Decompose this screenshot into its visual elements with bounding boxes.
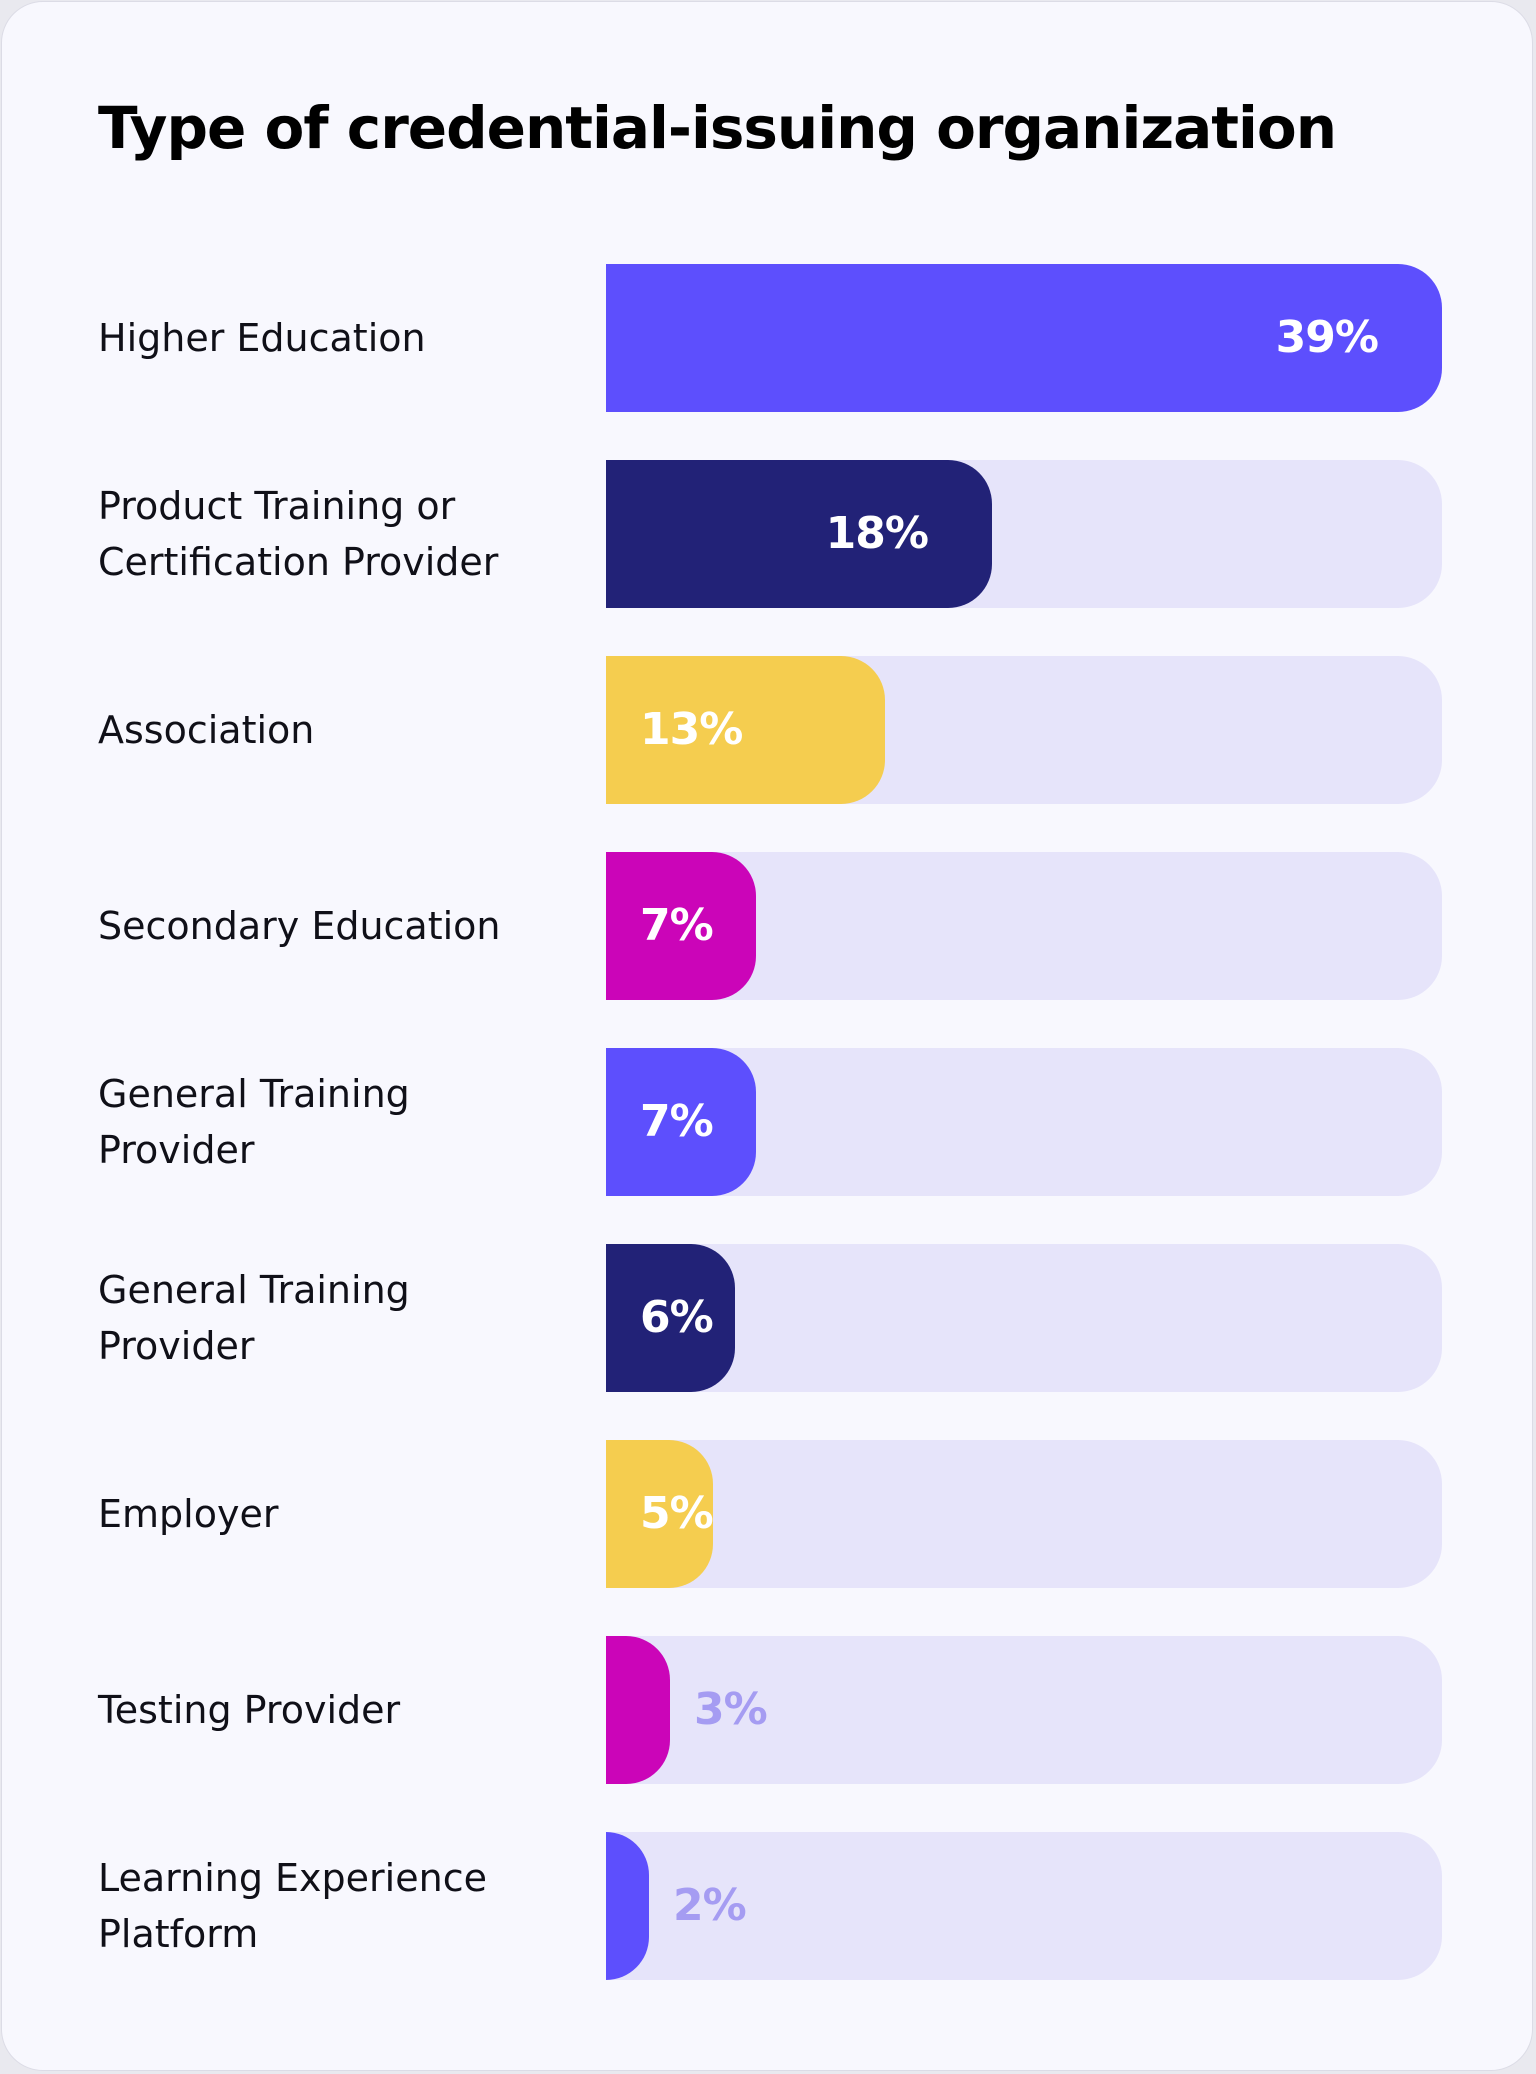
bar-row: Employer 5% bbox=[98, 1440, 1442, 1588]
bar bbox=[606, 1636, 670, 1784]
bar-track: 39% bbox=[606, 264, 1442, 412]
value-label: 7% bbox=[640, 900, 714, 951]
category-label: Secondary Education bbox=[98, 904, 501, 948]
value-label: 7% bbox=[640, 1096, 714, 1147]
value-label: 5% bbox=[640, 1488, 714, 1539]
value-label: 6% bbox=[640, 1292, 714, 1343]
bar-track: 5% bbox=[606, 1440, 1442, 1588]
value-label: 2% bbox=[673, 1880, 747, 1931]
category-label: Learning Experience Platform bbox=[98, 1856, 487, 1956]
value-label: 13% bbox=[640, 704, 743, 755]
category-label: Employer bbox=[98, 1492, 279, 1536]
bar-row: General Training Provider 7% bbox=[98, 1048, 1442, 1196]
bar-track: 7% bbox=[606, 1048, 1442, 1196]
bar-row: Secondary Education 7% bbox=[98, 852, 1442, 1000]
value-label: 3% bbox=[694, 1684, 768, 1735]
value-label: 39% bbox=[1275, 312, 1379, 363]
bar bbox=[606, 460, 992, 608]
bar-row: Higher Education 39% bbox=[98, 264, 1442, 412]
bar bbox=[606, 1440, 713, 1588]
bar bbox=[606, 1048, 756, 1196]
bar-track: 18% bbox=[606, 460, 1442, 608]
chart-title: Type of credential-issuing organization bbox=[98, 94, 1337, 162]
category-label: Association bbox=[98, 708, 315, 752]
bar-track: 7% bbox=[606, 852, 1442, 1000]
bar bbox=[606, 656, 885, 804]
category-label: General Training Provider bbox=[98, 1268, 410, 1368]
bar bbox=[606, 1832, 649, 1980]
category-label: Higher Education bbox=[98, 316, 426, 360]
value-label: 18% bbox=[825, 508, 929, 559]
bar-track: 13% bbox=[606, 656, 1442, 804]
bar-track: 2% bbox=[606, 1832, 1442, 1980]
category-label: General Training Provider bbox=[98, 1072, 410, 1172]
category-label: Testing Provider bbox=[98, 1688, 401, 1732]
category-label: Product Training or Certification Provid… bbox=[98, 484, 499, 584]
bar-row: Product Training or Certification Provid… bbox=[98, 460, 1442, 608]
bar bbox=[606, 264, 1442, 412]
bar bbox=[606, 1244, 735, 1392]
bar-track: 6% bbox=[606, 1244, 1442, 1392]
bar bbox=[606, 852, 756, 1000]
bar-track: 3% bbox=[606, 1636, 1442, 1784]
bar-row: Learning Experience Platform 2% bbox=[98, 1832, 1442, 1980]
bar-row: General Training Provider 6% bbox=[98, 1244, 1442, 1392]
bar-row: Association 13% bbox=[98, 656, 1442, 804]
bar-row: Testing Provider 3% bbox=[98, 1636, 1442, 1784]
